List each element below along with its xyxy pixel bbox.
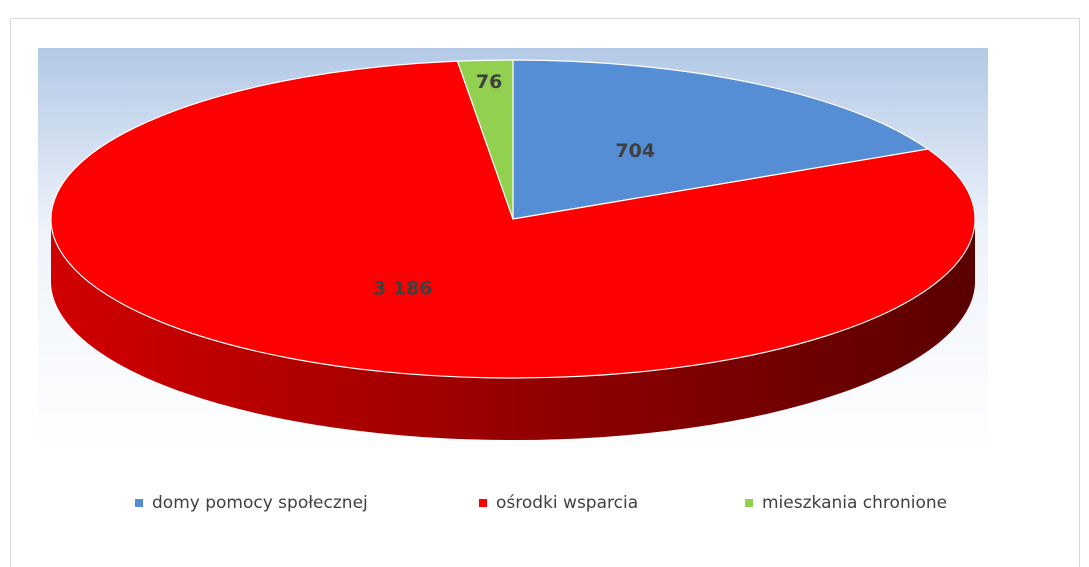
legend-swatch [135,499,143,507]
pie-side-shade [51,219,975,440]
legend-label: ośrodki wsparcia [496,493,638,513]
data-label: 76 [476,71,502,93]
legend-swatch [745,499,753,507]
legend-swatch [479,499,487,507]
pie-tops [50,59,976,379]
pie-slice [512,59,930,220]
pie-sides [51,219,975,440]
pie-labels: 704 3 186 76 [373,71,655,299]
data-label: 3 186 [373,277,433,299]
pie-slice [50,60,976,379]
pie-slice [456,59,514,220]
legend-label: domy pomocy społecznej [152,493,368,513]
legend-label: mieszkania chronione [762,493,947,513]
data-label: 704 [615,140,655,162]
